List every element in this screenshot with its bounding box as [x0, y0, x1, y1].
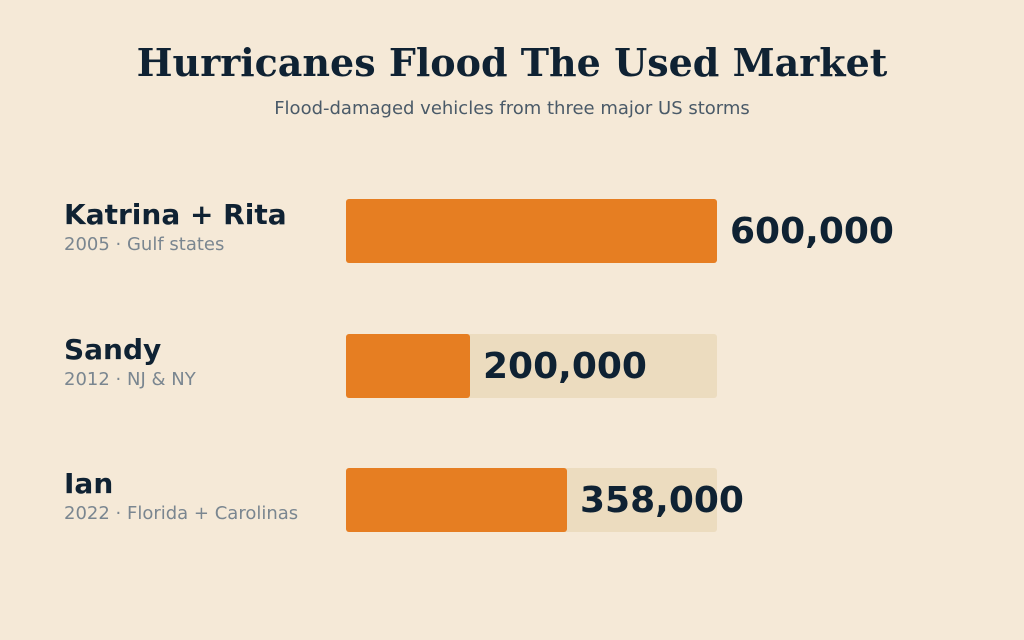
data-label: 600,000 — [730, 211, 894, 252]
bar-track — [346, 334, 717, 398]
category-label: Ian — [64, 467, 114, 500]
category-label: Katrina + Rita — [64, 198, 287, 231]
bar-track — [346, 199, 717, 263]
bar — [346, 468, 567, 532]
bar-row: Sandy 2012 · NJ & NY 200,000 — [0, 333, 1024, 423]
chart-subtitle: Flood-damaged vehicles from three major … — [274, 98, 750, 119]
bar — [346, 334, 470, 398]
chart-title: Hurricanes Flood The Used Market — [136, 40, 888, 85]
bar-track — [346, 468, 717, 532]
data-label: 358,000 — [580, 480, 744, 521]
category-detail: 2022 · Florida + Carolinas — [64, 503, 299, 524]
bar-row: Ian 2022 · Florida + Carolinas 358,000 — [0, 467, 1024, 557]
bar-row: Katrina + Rita 2005 · Gulf states 600,000 — [0, 198, 1024, 288]
category-detail: 2012 · NJ & NY — [64, 369, 196, 390]
bar — [346, 199, 717, 263]
category-label: Sandy — [64, 333, 162, 366]
data-label: 200,000 — [483, 346, 647, 387]
category-detail: 2005 · Gulf states — [64, 234, 225, 255]
